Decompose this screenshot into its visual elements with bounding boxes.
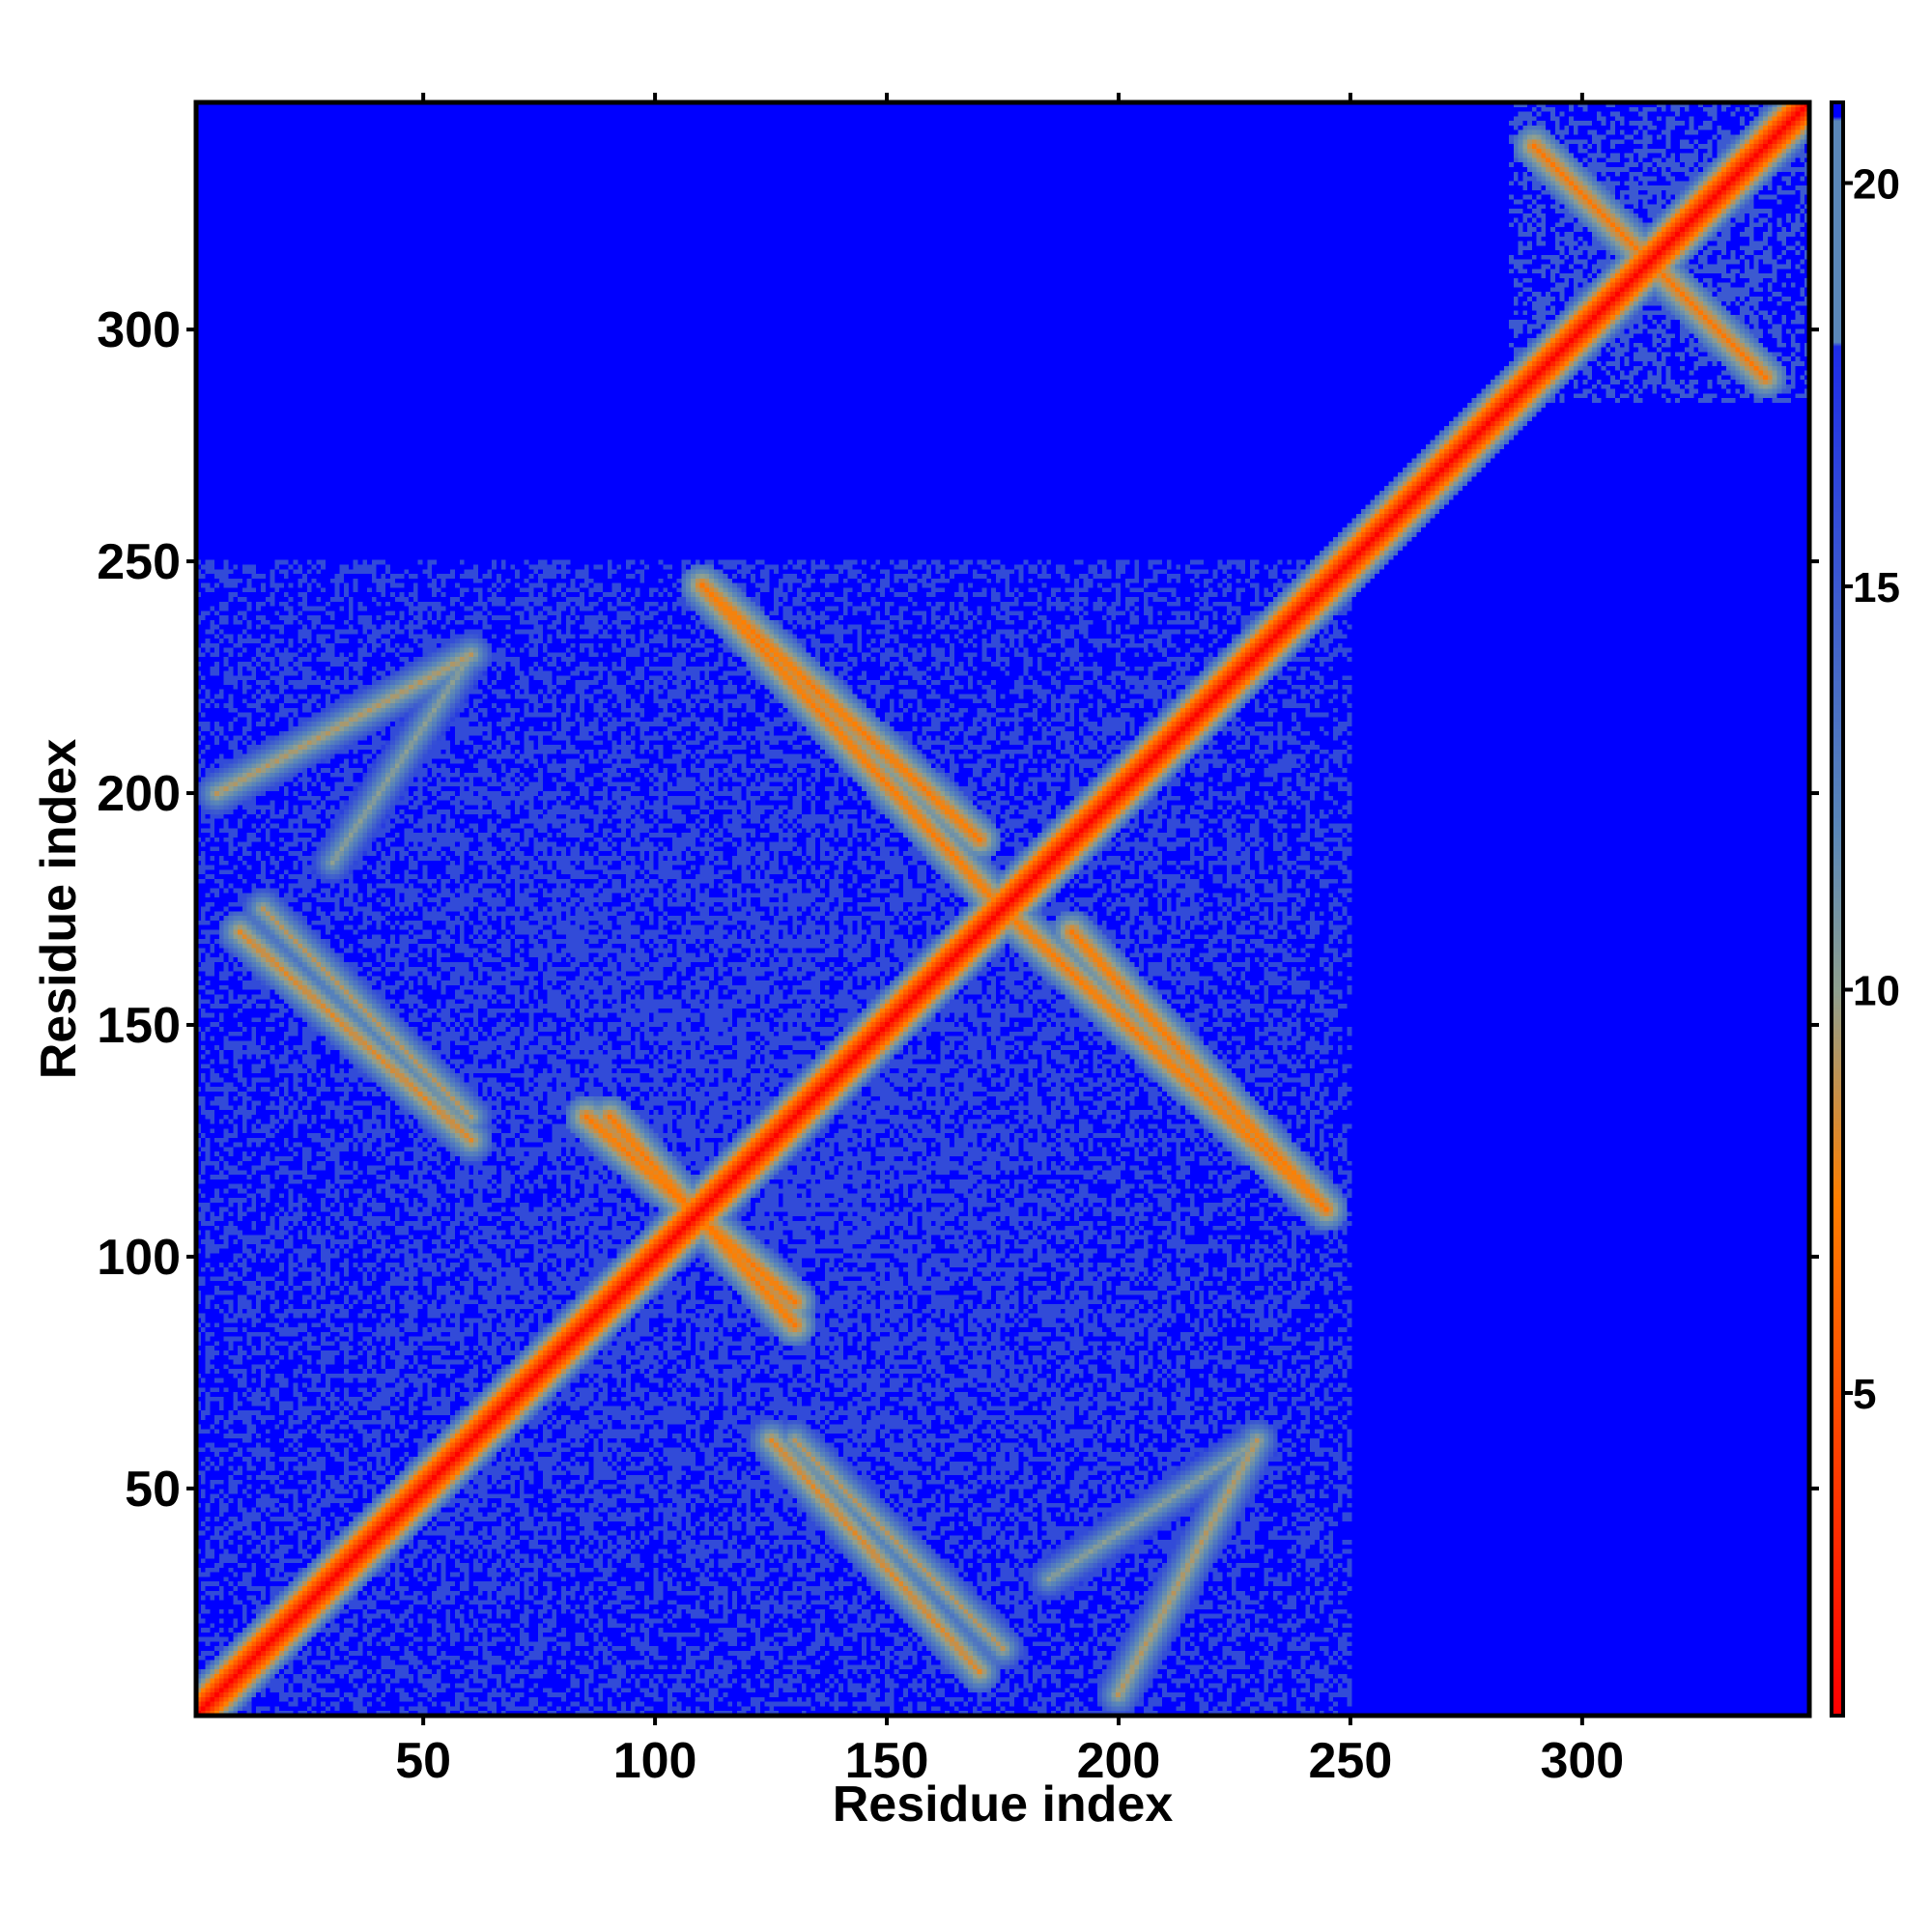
heatmap-cells (196, 102, 1809, 1716)
y-tick-label: 300 (97, 302, 181, 358)
top-axis-ticks (421, 93, 1584, 102)
y-tick-label: 200 (97, 766, 181, 822)
x-tick-label: 200 (1077, 1733, 1161, 1789)
x-tick-label: 50 (395, 1733, 451, 1789)
x-tick-label: 100 (613, 1733, 697, 1789)
y-tick-label: 50 (125, 1462, 181, 1518)
y-tick-label: 250 (97, 534, 181, 590)
y-axis-title: Residue index (31, 739, 87, 1080)
x-tick-label: 150 (845, 1733, 929, 1789)
colorbar-frame (1830, 100, 1845, 1718)
plot-frame (193, 99, 1812, 1719)
y-tick-label: 100 (97, 1230, 181, 1286)
x-axis-ticks: 50 100 150 200 250 300 (395, 1716, 1624, 1789)
colorbar-tick-label: 5 (1853, 1371, 1876, 1418)
y-tick-label: 150 (97, 998, 181, 1054)
colorbar-tick-label: 20 (1853, 161, 1900, 209)
colorbar-gradient (1832, 102, 1843, 1716)
y-axis-ticks: 50 100 150 200 250 300 (97, 302, 196, 1518)
colorbar-ticks: 5 10 15 20 (1843, 161, 1900, 1418)
right-axis-ticks (1809, 327, 1819, 1491)
colorbar-tick-label: 15 (1853, 564, 1900, 611)
x-axis-title: Residue index (833, 1776, 1174, 1833)
x-tick-label: 250 (1309, 1733, 1393, 1789)
x-tick-label: 300 (1540, 1733, 1624, 1789)
colorbar-tick-label: 10 (1853, 968, 1900, 1015)
